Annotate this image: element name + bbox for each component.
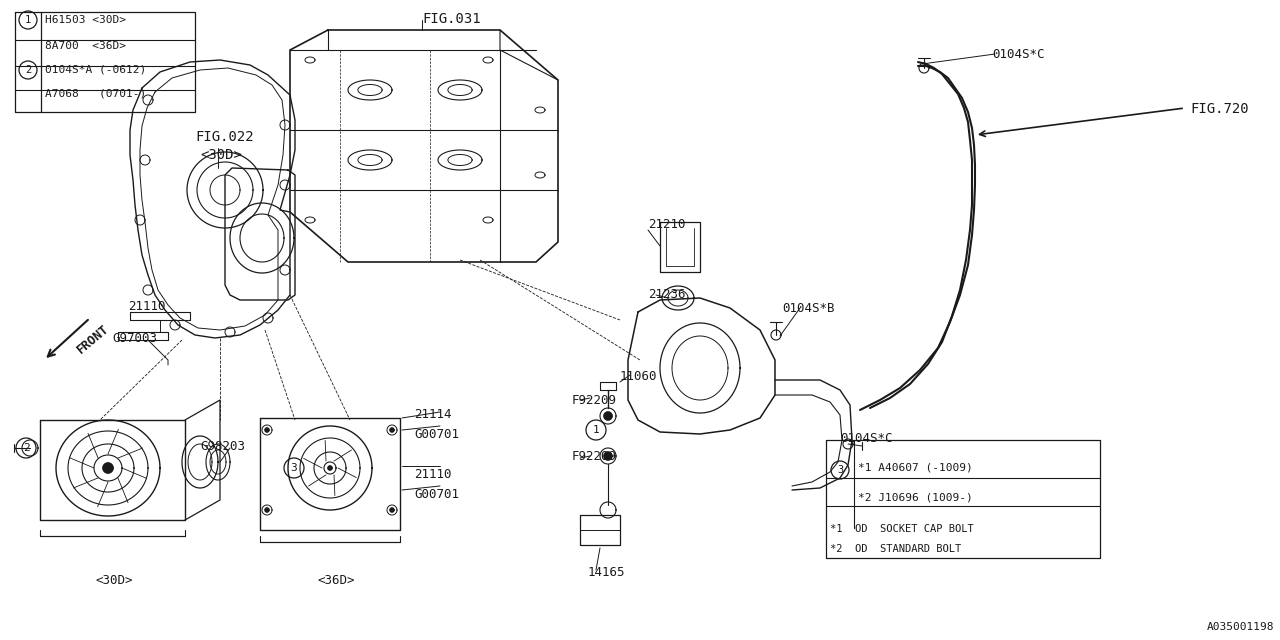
Polygon shape <box>390 428 394 432</box>
Text: A7068   (0701-): A7068 (0701-) <box>45 89 146 99</box>
Text: <30D>: <30D> <box>96 574 133 587</box>
Text: 2: 2 <box>24 65 31 75</box>
Text: F92209: F92209 <box>572 394 617 407</box>
Text: FIG.720: FIG.720 <box>1190 102 1248 116</box>
Text: 21114: 21114 <box>413 408 452 421</box>
Text: 21210: 21210 <box>648 218 686 231</box>
Text: A035001198: A035001198 <box>1207 622 1274 632</box>
Polygon shape <box>265 508 269 512</box>
Text: 0104S*B: 0104S*B <box>782 302 835 315</box>
Polygon shape <box>265 428 269 432</box>
Text: F92209: F92209 <box>572 450 617 463</box>
Polygon shape <box>328 466 332 470</box>
Polygon shape <box>604 412 612 420</box>
Text: 0104S*C: 0104S*C <box>992 48 1044 61</box>
Text: 3: 3 <box>291 463 297 473</box>
Polygon shape <box>102 463 113 473</box>
Text: 14165: 14165 <box>588 566 626 579</box>
Text: *1  OD  SOCKET CAP BOLT: *1 OD SOCKET CAP BOLT <box>829 524 974 534</box>
Text: *2  OD  STANDARD BOLT: *2 OD STANDARD BOLT <box>829 544 961 554</box>
Text: 2: 2 <box>23 443 29 453</box>
Text: 11060: 11060 <box>620 370 658 383</box>
Text: FIG.031: FIG.031 <box>422 12 480 26</box>
Text: 21110: 21110 <box>413 468 452 481</box>
Text: 21110: 21110 <box>128 300 165 313</box>
Text: *2 J10696 (1009-): *2 J10696 (1009-) <box>858 492 973 502</box>
Text: *1 A40607 (-1009): *1 A40607 (-1009) <box>858 462 973 472</box>
Text: H61503 <30D>: H61503 <30D> <box>45 15 125 25</box>
Text: 0104S*C: 0104S*C <box>840 432 892 445</box>
Polygon shape <box>390 508 394 512</box>
Text: 1: 1 <box>593 425 599 435</box>
Text: 21236: 21236 <box>648 288 686 301</box>
Text: 1: 1 <box>24 15 31 25</box>
Text: FIG.022: FIG.022 <box>195 130 253 144</box>
Text: <30D>: <30D> <box>200 148 242 162</box>
Text: 3: 3 <box>837 465 844 475</box>
Text: 0104S*A (-0612): 0104S*A (-0612) <box>45 65 146 75</box>
Polygon shape <box>604 452 612 460</box>
Text: <36D>: <36D> <box>317 574 356 587</box>
Text: G98203: G98203 <box>200 440 244 453</box>
Text: G00701: G00701 <box>413 488 460 501</box>
Text: 8A700  <36D>: 8A700 <36D> <box>45 41 125 51</box>
Text: G00701: G00701 <box>413 428 460 441</box>
Text: FRONT: FRONT <box>74 322 111 356</box>
Text: G97003: G97003 <box>113 332 157 345</box>
